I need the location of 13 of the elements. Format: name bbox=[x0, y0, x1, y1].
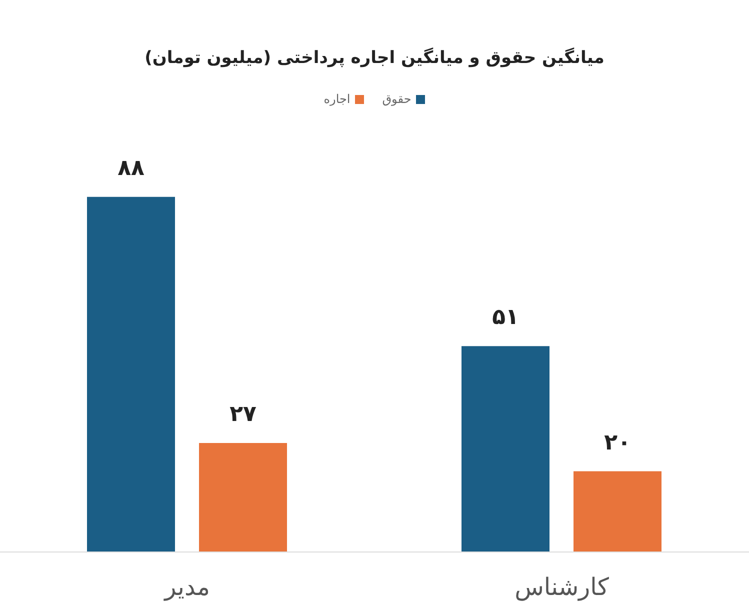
legend-label: حقوق bbox=[382, 92, 412, 106]
data-label: ۵۱ bbox=[492, 305, 519, 330]
legend-label: اجاره bbox=[324, 92, 350, 106]
x-tick-label: کارشناس bbox=[514, 573, 610, 602]
bar bbox=[87, 196, 175, 552]
data-label: ۲۷ bbox=[230, 402, 257, 428]
bar bbox=[199, 443, 287, 552]
chart-title: میانگین حقوق و میانگین اجاره پرداختی (میلیون تومان) bbox=[144, 48, 606, 68]
x-tick-label: مدیر bbox=[164, 573, 210, 602]
data-label: ۲۰ bbox=[604, 430, 631, 456]
data-label: ۸۸ bbox=[118, 156, 145, 181]
bar bbox=[574, 471, 662, 552]
bar bbox=[462, 346, 550, 552]
